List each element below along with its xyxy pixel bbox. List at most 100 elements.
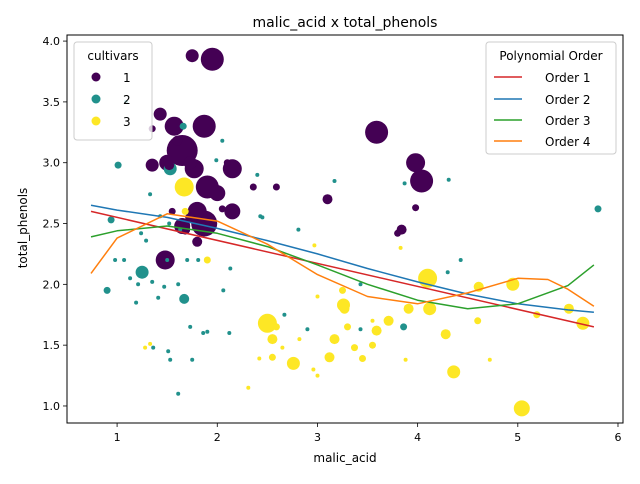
y-tick-label: 2.5 bbox=[43, 218, 61, 231]
data-point-cultivar-3 bbox=[513, 400, 530, 417]
data-point-cultivar-2 bbox=[167, 221, 172, 226]
data-point-cultivar-1 bbox=[192, 114, 216, 138]
data-point-cultivar-3 bbox=[324, 352, 335, 363]
data-point-cultivar-2 bbox=[282, 312, 287, 317]
data-point-cultivar-3 bbox=[423, 302, 437, 316]
data-point-cultivar-2 bbox=[201, 331, 206, 335]
data-point-cultivar-3 bbox=[344, 323, 351, 331]
data-point-cultivar-1 bbox=[406, 153, 426, 173]
y-tick-label: 3.5 bbox=[43, 96, 61, 109]
data-point-cultivar-3 bbox=[315, 294, 320, 299]
legend-poly-entry: Order 1 bbox=[494, 71, 591, 85]
data-point-cultivar-1 bbox=[218, 205, 226, 213]
data-point-cultivar-2 bbox=[162, 284, 167, 289]
data-point-cultivar-2 bbox=[114, 161, 122, 169]
data-point-cultivar-1 bbox=[394, 229, 402, 237]
data-point-cultivar-3 bbox=[286, 356, 300, 370]
data-point-cultivar-1 bbox=[412, 204, 420, 212]
legend-cultivars-entry: 1 bbox=[91, 71, 131, 85]
data-point-cultivar-3 bbox=[351, 344, 358, 352]
data-point-cultivar-3 bbox=[371, 325, 382, 336]
data-point-cultivar-2 bbox=[305, 327, 310, 332]
data-point-cultivar-3 bbox=[339, 286, 346, 294]
legend-poly-entry: Order 3 bbox=[494, 114, 591, 128]
data-point-cultivar-1 bbox=[145, 158, 159, 172]
data-point-cultivar-2 bbox=[122, 258, 127, 262]
data-point-cultivar-2 bbox=[190, 357, 195, 362]
data-point-cultivar-2 bbox=[139, 231, 144, 236]
data-point-cultivar-1 bbox=[410, 169, 434, 193]
data-point-cultivar-3 bbox=[203, 256, 211, 264]
data-point-cultivar-2 bbox=[220, 138, 225, 143]
legend-label-order-4: Order 4 bbox=[545, 135, 591, 149]
data-point-cultivar-2 bbox=[332, 179, 337, 183]
data-point-cultivar-1 bbox=[209, 185, 226, 202]
legend-polynomial-order: Polynomial Order Order 1 Order 2 Order 3… bbox=[485, 41, 617, 155]
data-point-cultivar-1 bbox=[249, 183, 257, 191]
data-point-cultivar-2 bbox=[176, 391, 181, 396]
legend-cultivars: cultivars 1 2 3 bbox=[73, 41, 153, 141]
data-point-cultivar-3 bbox=[143, 345, 148, 350]
data-point-cultivar-3 bbox=[272, 323, 280, 331]
data-point-cultivar-3 bbox=[329, 334, 340, 345]
data-point-cultivar-3 bbox=[315, 373, 320, 378]
data-point-cultivar-1 bbox=[153, 107, 167, 121]
y-axis-label: total_phenols bbox=[16, 188, 30, 269]
data-point-cultivar-3 bbox=[398, 245, 403, 250]
data-point-cultivar-3 bbox=[268, 353, 276, 361]
fit-line-order-2 bbox=[90, 204, 594, 314]
legend-label-cultivar-2: 2 bbox=[123, 93, 131, 107]
data-point-cultivar-2 bbox=[176, 282, 181, 287]
plot-frame bbox=[66, 34, 624, 424]
data-point-cultivar-3 bbox=[474, 317, 482, 325]
data-point-cultivar-1 bbox=[164, 160, 175, 171]
y-tick-label: 2.0 bbox=[43, 278, 61, 291]
data-point-cultivar-1 bbox=[322, 194, 333, 205]
data-point-cultivar-3 bbox=[174, 177, 194, 197]
data-point-cultivar-2 bbox=[103, 286, 111, 294]
data-point-cultivar-3 bbox=[267, 334, 278, 345]
data-point-cultivar-1 bbox=[168, 207, 176, 215]
y-tick-label: 1.0 bbox=[43, 400, 61, 413]
data-point-cultivar-2 bbox=[168, 357, 173, 362]
data-point-cultivar-2 bbox=[196, 258, 201, 262]
data-point-cultivar-3 bbox=[311, 367, 316, 372]
fit-line-order-3 bbox=[90, 225, 595, 310]
data-point-cultivar-1 bbox=[172, 135, 183, 146]
data-point-cultivar-3 bbox=[576, 316, 590, 330]
data-point-cultivar-2 bbox=[113, 258, 118, 262]
data-point-cultivar-2 bbox=[446, 177, 451, 182]
legend-poly-box bbox=[485, 41, 617, 155]
x-tick-label: 1 bbox=[114, 431, 121, 444]
legend-label-order-1: Order 1 bbox=[545, 71, 591, 85]
x-tick-label: 6 bbox=[614, 431, 621, 444]
data-point-cultivar-1 bbox=[192, 236, 203, 247]
data-point-cultivar-3 bbox=[257, 313, 277, 333]
data-point-cultivar-2 bbox=[107, 216, 115, 224]
data-point-cultivar-3 bbox=[246, 385, 251, 390]
data-point-cultivar-1 bbox=[224, 203, 241, 220]
legend-label-cultivar-3: 3 bbox=[123, 115, 131, 129]
data-point-cultivar-2 bbox=[179, 293, 190, 304]
data-point-cultivar-2 bbox=[358, 282, 363, 287]
legend-cultivars-box bbox=[73, 41, 153, 141]
data-point-cultivar-2 bbox=[151, 345, 156, 350]
data-point-cultivar-2 bbox=[402, 181, 407, 186]
points-layer bbox=[103, 47, 602, 417]
data-point-cultivar-1 bbox=[200, 47, 224, 71]
data-point-cultivar-3 bbox=[181, 207, 189, 215]
data-point-cultivar-2 bbox=[296, 227, 301, 232]
data-point-cultivar-3 bbox=[403, 303, 414, 314]
data-point-cultivar-3 bbox=[369, 341, 376, 349]
legend-label-cultivar-1: 1 bbox=[123, 71, 131, 85]
data-point-cultivar-3 bbox=[563, 303, 574, 314]
legend-swatch-cultivar-2 bbox=[91, 94, 101, 104]
legend-cultivars-entry: 3 bbox=[91, 115, 131, 129]
legend-cultivars-title: cultivars bbox=[87, 49, 138, 63]
data-point-cultivar-2 bbox=[205, 329, 210, 334]
data-point-cultivar-3 bbox=[440, 329, 451, 340]
data-point-cultivar-2 bbox=[148, 192, 153, 197]
x-tick-label: 5 bbox=[514, 431, 521, 444]
data-point-cultivar-1 bbox=[223, 159, 231, 167]
data-point-cultivar-3 bbox=[383, 315, 394, 326]
